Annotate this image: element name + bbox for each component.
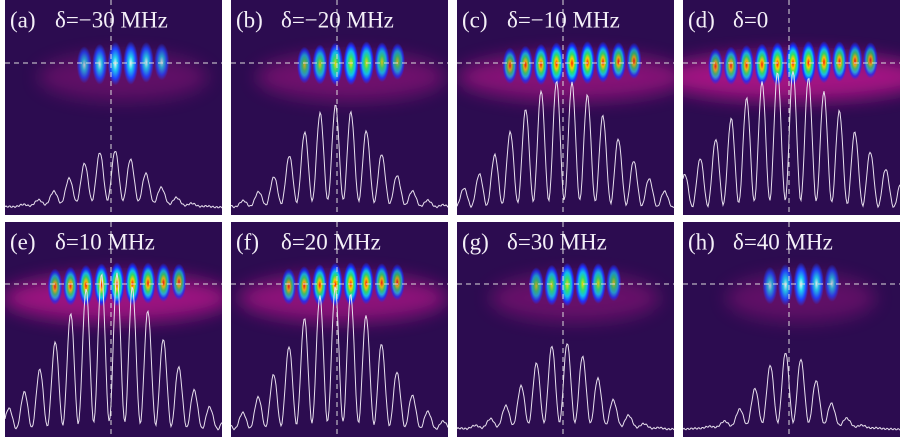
fringe: [528, 267, 544, 305]
detuning: δ=−10 MHz: [507, 7, 620, 32]
detuning: δ=0: [733, 7, 768, 32]
fringe: [92, 43, 108, 85]
fringe: [778, 263, 793, 306]
fringe: [770, 42, 785, 86]
profile: [457, 342, 674, 431]
detuning: δ=−30 MHz: [55, 7, 168, 32]
fringe: [76, 46, 92, 84]
fringe: [801, 40, 816, 85]
fringe: [708, 48, 723, 85]
detuning: δ=10 MHz: [55, 229, 155, 254]
panel-label: (d): [688, 7, 715, 32]
fringe: [754, 43, 770, 86]
fringe: [107, 41, 123, 86]
fringe: [606, 264, 622, 302]
fringe: [559, 262, 575, 307]
fringe: [611, 41, 626, 82]
panel-bg: [683, 222, 900, 437]
glow: [238, 274, 448, 322]
fringe: [590, 262, 606, 304]
profile: [5, 272, 222, 431]
fringe: [123, 41, 139, 85]
panel-bg: [457, 222, 674, 437]
fringe: [863, 42, 878, 79]
panel-label: (f): [236, 229, 259, 254]
fringe: [502, 47, 518, 85]
fringe: [374, 263, 390, 303]
fringe: [358, 262, 374, 305]
fringe: [832, 41, 847, 82]
panel-label: (c): [462, 7, 488, 32]
fringe: [328, 42, 343, 86]
fringe: [847, 41, 863, 81]
fringe: [575, 262, 591, 306]
fringe: [312, 264, 328, 307]
panel: (a) δ=−30 MHz: [5, 0, 222, 215]
panel-bg: [5, 0, 222, 215]
fringe: [816, 40, 832, 84]
fringe: [63, 266, 78, 306]
detuning: δ=40 MHz: [733, 229, 833, 254]
profile: [231, 104, 448, 209]
fringe: [824, 264, 840, 302]
panel: (d) δ=0: [683, 0, 900, 215]
panel-label: (a): [10, 7, 36, 32]
fringe: [390, 43, 405, 80]
fringe: [762, 266, 778, 305]
panel-label: (g): [462, 229, 489, 254]
profile: [683, 71, 900, 209]
profile: [231, 286, 448, 431]
fringe: [138, 41, 154, 83]
detuning: δ=30 MHz: [507, 229, 607, 254]
fringe: [327, 262, 343, 307]
fringe: [140, 262, 156, 304]
profile: [5, 150, 222, 209]
fringe: [171, 263, 187, 301]
panel: (f) δ=20 MHz: [231, 222, 448, 437]
fringe: [595, 41, 611, 83]
profile: [683, 352, 900, 431]
panel-label: (h): [688, 229, 715, 254]
fringe: [297, 46, 312, 84]
panel: (g) δ=30 MHz: [457, 222, 674, 437]
panel-bg: [231, 0, 448, 215]
panel-bg: [231, 222, 448, 437]
fringe: [389, 263, 405, 301]
panel-bg: [683, 0, 900, 215]
panel-label: (b): [236, 7, 263, 32]
glow: [490, 274, 660, 322]
fringe: [809, 262, 824, 305]
fringe: [374, 42, 390, 83]
fringe: [94, 263, 109, 307]
fringe: [78, 264, 94, 307]
panel: (c) δ=−10 MHz: [457, 0, 674, 215]
fringe: [156, 262, 171, 303]
fringe: [281, 268, 297, 305]
fringe: [564, 41, 580, 86]
fringe: [739, 44, 754, 86]
panel-label: (e): [10, 229, 36, 254]
fringe: [544, 264, 560, 306]
profile: [457, 80, 674, 209]
panel: (b) δ=−20 MHz: [231, 0, 448, 215]
fringe: [312, 44, 328, 85]
fringe: [47, 268, 63, 306]
fringe: [154, 43, 170, 81]
fringe: [549, 42, 564, 86]
detuning: δ=20 MHz: [281, 229, 381, 254]
panel: (e) δ=10 MHz: [5, 222, 222, 437]
panel: (h) δ=40 MHz: [683, 222, 900, 437]
fringe: [626, 42, 642, 80]
fringe: [296, 266, 312, 306]
fringe: [518, 45, 533, 85]
detuning: δ=−20 MHz: [281, 7, 394, 32]
glow: [38, 53, 208, 101]
fringe: [533, 43, 549, 86]
fringe: [723, 46, 739, 85]
panel-bg: [457, 0, 674, 215]
